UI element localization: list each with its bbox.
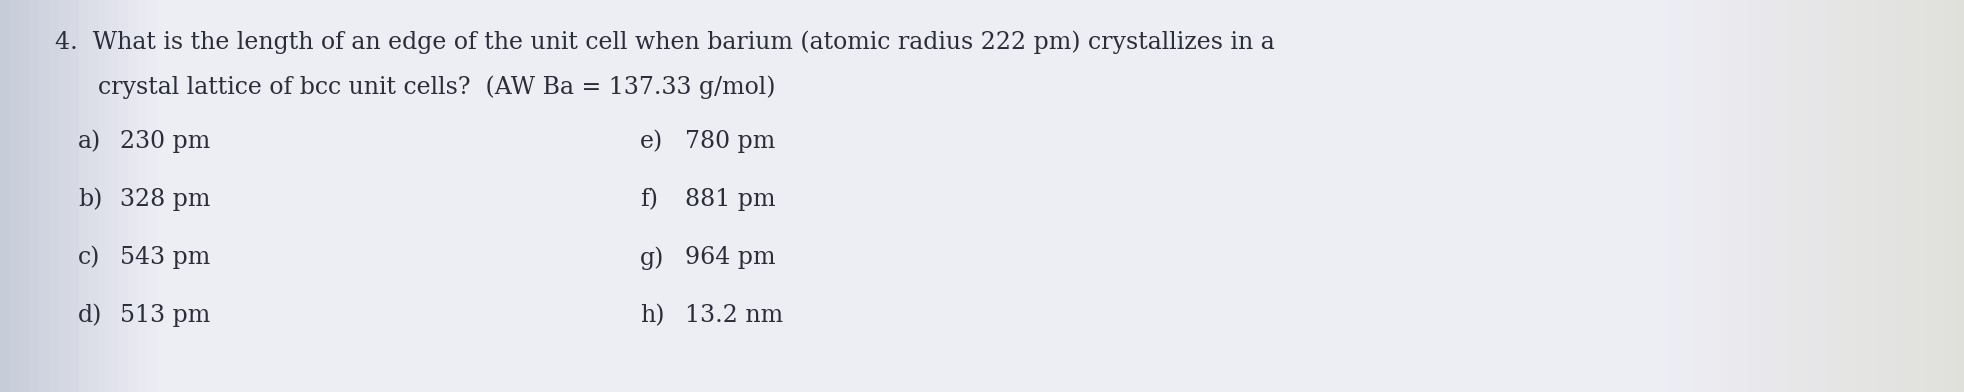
Text: 780 pm: 780 pm [685,130,776,153]
Text: b): b) [79,188,102,211]
Text: 881 pm: 881 pm [685,188,776,211]
Text: d): d) [79,304,102,327]
Text: 513 pm: 513 pm [120,304,210,327]
Text: c): c) [79,246,100,269]
Text: e): e) [640,130,664,153]
Text: 964 pm: 964 pm [685,246,776,269]
Text: 13.2 nm: 13.2 nm [685,304,784,327]
Text: f): f) [640,188,658,211]
Text: h): h) [640,304,664,327]
Text: g): g) [640,246,664,270]
Text: a): a) [79,130,102,153]
Text: 328 pm: 328 pm [120,188,210,211]
Text: 4.  What is the length of an edge of the unit cell when barium (atomic radius 22: 4. What is the length of an edge of the … [55,30,1275,54]
Text: crystal lattice of bcc unit cells?  (AW Ba = 137.33 g/mol): crystal lattice of bcc unit cells? (AW B… [98,75,776,98]
Text: 230 pm: 230 pm [120,130,210,153]
Text: 543 pm: 543 pm [120,246,210,269]
